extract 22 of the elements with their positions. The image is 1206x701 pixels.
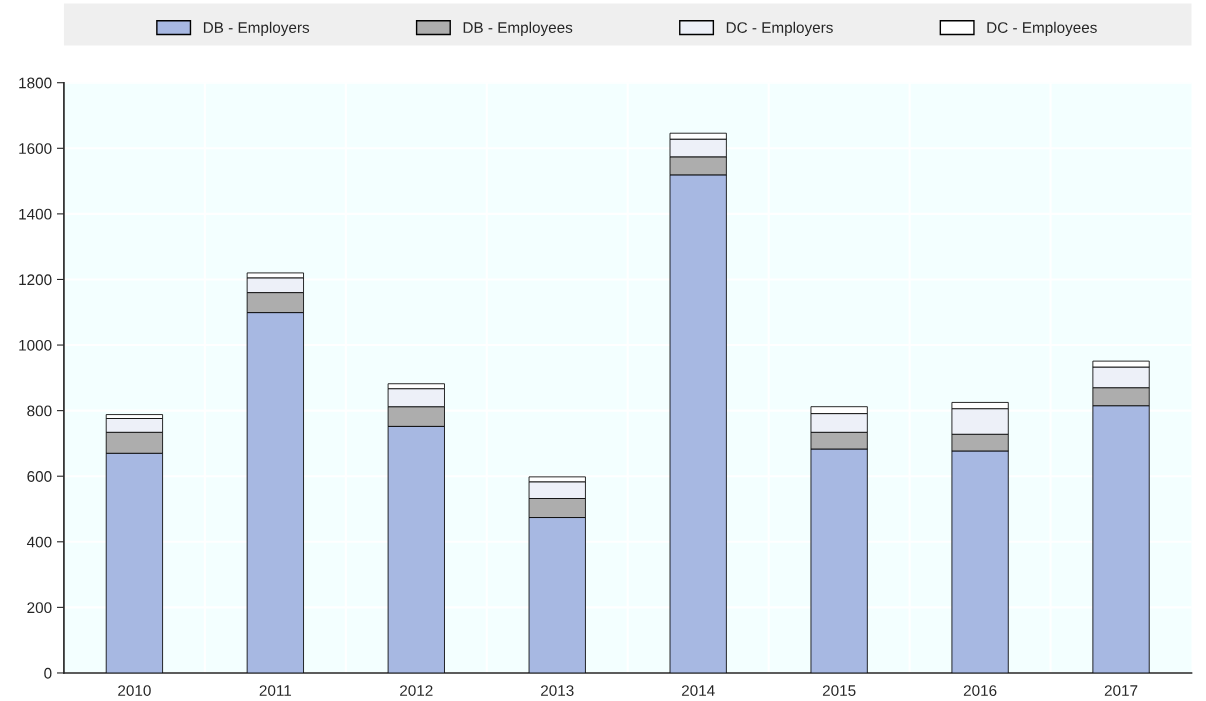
- legend-label: DB - Employees: [463, 21, 573, 36]
- y-tick-label: 1600: [19, 143, 52, 154]
- y-tick-label: 1000: [19, 339, 52, 351]
- x-tick-label: 2010: [118, 685, 151, 696]
- y-tick-label: 800: [27, 405, 52, 417]
- y-tick-label: 1800: [19, 77, 52, 89]
- x-tick-label: 2013: [541, 685, 574, 696]
- y-tick-label: 1200: [19, 274, 52, 286]
- x-tick-label: 2014: [681, 685, 715, 696]
- x-tick-label: 2015: [822, 685, 856, 696]
- y-tick-label: 600: [27, 471, 52, 482]
- x-tick-label: 2012: [400, 685, 433, 696]
- y-tick-label: 0: [44, 667, 52, 679]
- x-tick-label: 2017: [1104, 685, 1138, 696]
- y-tick-label: 200: [27, 602, 52, 614]
- legend-label: DC - Employers: [726, 21, 833, 36]
- x-tick-label: 2011: [259, 685, 292, 696]
- legend-label: DC - Employees: [987, 21, 1097, 36]
- y-tick-label: 400: [26, 536, 52, 548]
- x-tick-label: 2016: [963, 685, 997, 696]
- legend-label: DB - Employers: [203, 21, 310, 36]
- y-tick-label: 1400: [19, 208, 52, 220]
